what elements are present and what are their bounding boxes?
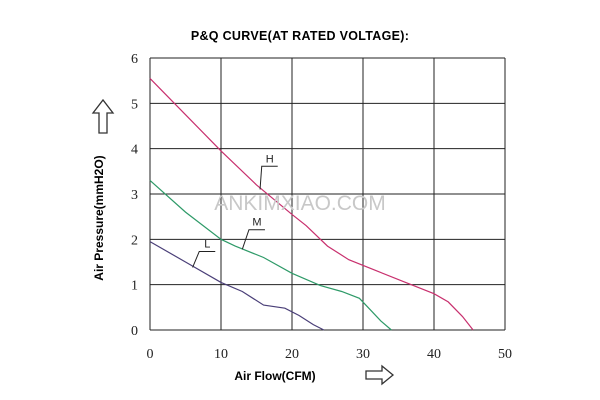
y-axis-arrow-icon <box>91 98 115 134</box>
y-tick-labels: 0 1 2 3 4 5 6 <box>131 52 138 339</box>
curve-label-l: L <box>204 238 210 250</box>
y-tick-label: 0 <box>131 324 138 339</box>
x-tick-label: 0 <box>147 347 154 362</box>
y-axis-title: Air Pressure(mmH2O) <box>92 155 106 280</box>
x-tick-label: 40 <box>427 347 441 362</box>
curve-label-leader <box>259 165 278 190</box>
series-line-h <box>149 77 474 331</box>
y-tick-label: 5 <box>131 97 138 112</box>
y-tick-label: 4 <box>131 143 138 158</box>
series-line-l <box>149 241 325 331</box>
curves <box>149 77 474 331</box>
curve-label-m: M <box>252 217 261 229</box>
x-axis-arrow-icon <box>365 364 395 386</box>
curve-label-leader <box>192 250 216 268</box>
x-tick-label: 50 <box>498 347 512 362</box>
curve-label-leader <box>241 229 265 250</box>
x-axis-title: Air Flow(CFM) <box>234 369 315 383</box>
x-tick-label: 20 <box>285 347 299 362</box>
plot-grid <box>149 57 506 331</box>
y-tick-label: 1 <box>131 279 138 294</box>
y-tick-label: 2 <box>131 233 138 248</box>
y-tick-label: 6 <box>131 52 138 67</box>
curve-labels: H M L <box>192 153 278 268</box>
curve-label-h: H <box>266 153 274 165</box>
x-tick-labels: 0 10 20 30 40 50 <box>147 347 513 362</box>
x-tick-label: 30 <box>356 347 370 362</box>
x-tick-label: 10 <box>214 347 228 362</box>
series-line-m <box>149 179 392 331</box>
watermark: ANKIMXIAO.COM <box>214 192 386 215</box>
chart-title: P&Q CURVE(AT RATED VOLTAGE): <box>191 29 409 43</box>
y-tick-label: 3 <box>131 188 138 203</box>
